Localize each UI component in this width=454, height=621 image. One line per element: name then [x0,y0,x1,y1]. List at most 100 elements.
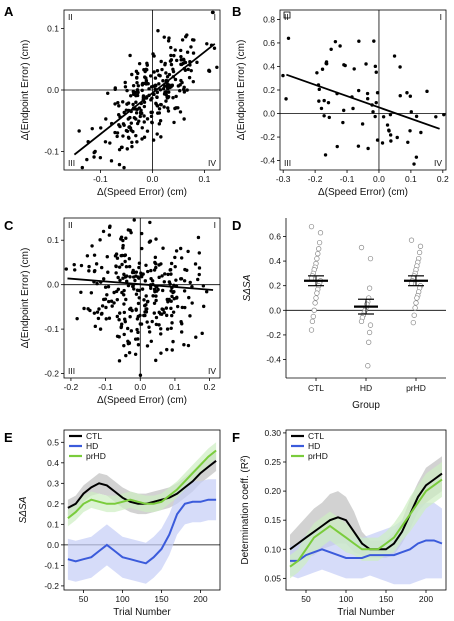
data-point [137,61,142,66]
series-line-hd [290,539,443,562]
data-point [103,140,108,144]
data-point [154,237,158,241]
data-point [129,329,134,333]
data-point [281,73,285,78]
data-point [95,310,100,314]
data-point [115,131,120,135]
data-point [137,265,141,270]
data-point [341,120,345,125]
data-point [116,275,120,280]
data-point [142,100,147,104]
y-tick-label: 0.2 [269,281,281,291]
x-tick-label: 0.1 [405,174,417,184]
data-point [154,358,158,363]
data-point [317,99,321,103]
data-point [389,139,393,143]
legend-label-ctl: CTL [86,431,102,441]
data-point [408,94,413,98]
data-point [195,60,199,65]
data-point [364,62,368,66]
data-point [385,123,390,127]
data-point [106,91,110,95]
y-tick-label: 0.1 [47,235,59,245]
data-point [122,310,127,315]
data-point [72,262,76,267]
y-tick-label: 0.25 [264,457,281,467]
data-point [181,61,185,66]
plot-frame [63,429,221,591]
data-point [366,146,370,151]
data-point [122,165,126,170]
data-point [323,153,328,157]
data-point [75,316,79,321]
data-point [130,140,134,144]
data-point [134,93,138,98]
data-point [182,289,187,293]
data-point [95,281,99,286]
data-point [149,74,153,78]
data-point [442,112,446,117]
data-point [140,246,144,251]
data-point [106,285,111,289]
data-point [129,121,134,125]
data-point [113,254,118,258]
data-point [138,373,143,377]
data-point [144,76,148,80]
data-point [315,71,319,75]
data-point [125,274,129,278]
data-point [154,322,159,327]
data-point [134,100,138,104]
data-point [178,83,182,87]
data-point [135,81,139,85]
data-point [374,100,378,105]
data-point [110,304,114,308]
data-point [158,88,163,92]
data-point [109,299,114,303]
data-point [174,278,178,282]
data-point [180,38,185,42]
data-point [96,316,101,321]
data-point [170,294,174,299]
panel-letter: E [4,430,13,445]
data-point [128,53,132,58]
data-point [174,106,178,110]
data-point [115,314,120,319]
data-point [131,102,135,107]
data-point [93,149,97,154]
data-point [189,45,193,49]
data-point [182,343,186,347]
data-point [182,279,187,283]
group-point [367,255,374,262]
data-point [114,271,118,275]
data-point [182,58,186,62]
data-point [284,97,288,101]
data-point [131,275,136,279]
data-point [149,85,154,89]
quadrant-label-i: I [214,220,216,230]
data-point [115,297,120,302]
data-point [117,147,122,152]
data-point [120,290,124,295]
data-point [194,335,198,339]
data-point [388,112,393,117]
data-point [97,307,101,311]
data-point [408,129,412,133]
data-point [365,97,370,101]
data-point [144,307,148,311]
data-point [124,265,129,269]
x-tick-label: 0.0 [134,382,146,392]
data-point [149,114,154,119]
data-point [319,106,324,111]
x-axis-label: Δ(Speed Error) (cm) [97,395,187,406]
quadrant-label-iv: IV [208,366,216,376]
data-point [136,314,140,319]
category-label: prHD [406,383,426,393]
data-point [169,326,173,331]
data-point [142,135,147,139]
data-point [188,314,192,318]
data-point [387,128,391,132]
data-point [139,108,143,112]
data-point [356,88,361,93]
data-point [104,317,108,321]
